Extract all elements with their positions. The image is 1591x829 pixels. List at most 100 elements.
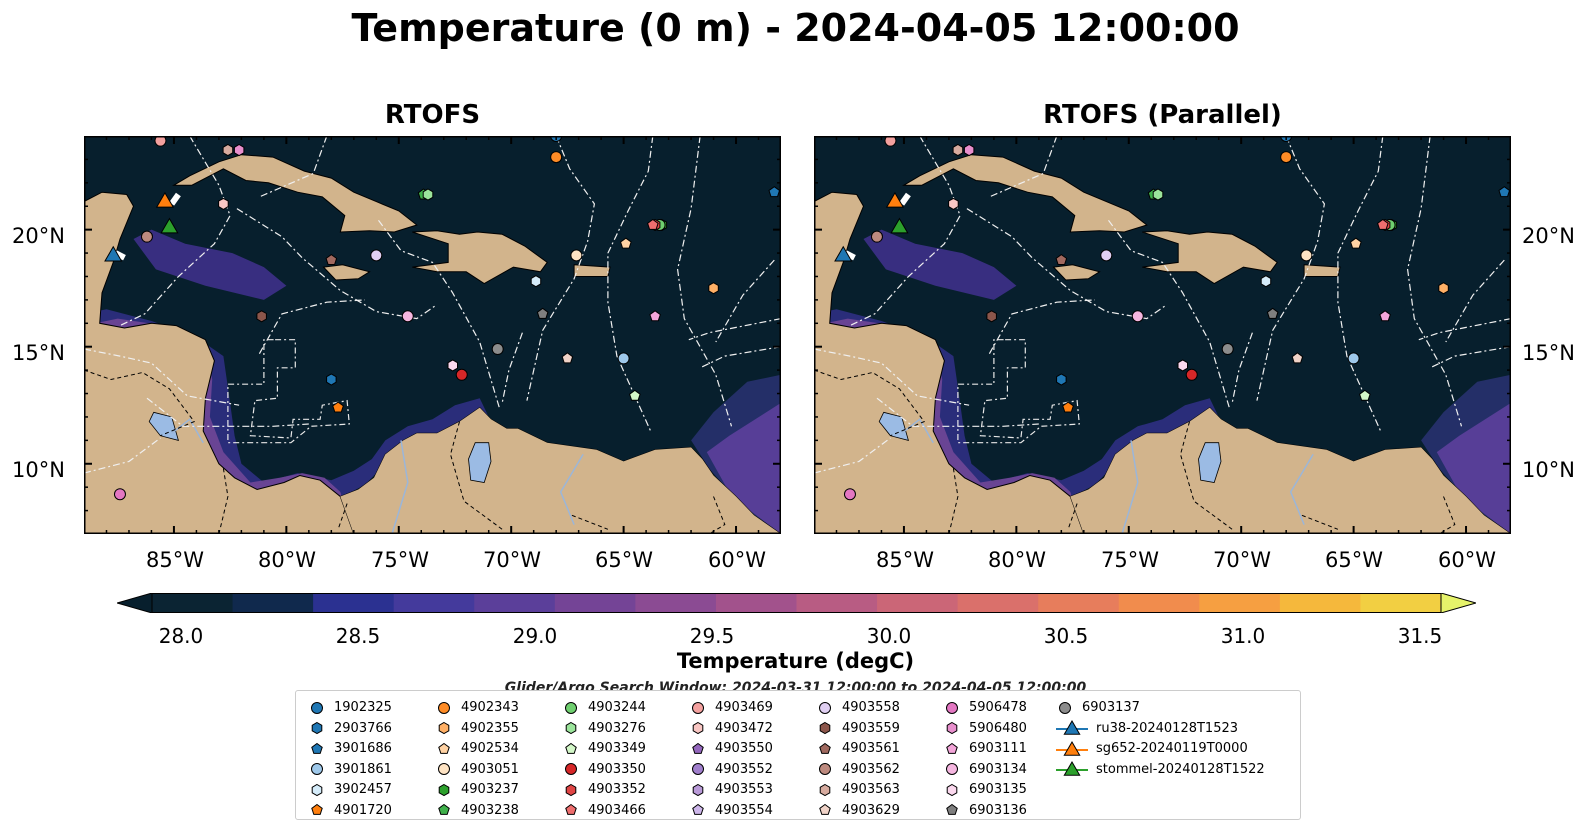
legend-label: 4903349 [588, 741, 646, 756]
legend-entry-4903559: 4903559 [816, 718, 900, 739]
rtofs-parallel-eez-boundary-14 [1231, 332, 1253, 404]
rtofs-river-2 [171, 418, 204, 444]
legend-label: 3901686 [334, 741, 392, 756]
rtofs-parallel-land-interior [1070, 407, 1511, 534]
rtofs-parallel-marker-4903563 [952, 143, 964, 157]
legend-swatch-4902355 [438, 721, 450, 735]
lon-label-65w-right: 65°W [1325, 548, 1383, 572]
rtofs-eez-boundary-9 [146, 397, 309, 427]
rtofs-marker-4903562 [140, 230, 153, 243]
rtofs-glider-track-0 [169, 192, 181, 206]
rtofs-parallel-frame [814, 136, 1511, 534]
figure-title: Temperature (0 m) - 2024-04-05 12:00:00 [351, 6, 1240, 50]
rtofs-eez-boundary-3 [526, 136, 596, 401]
legend-marker-4903051 [438, 763, 450, 775]
rtofs-eez-boundary-4 [607, 136, 654, 432]
legend-entry-4903552: 4903552 [689, 759, 773, 780]
rtofs-parallel-marker-4903276 [1152, 188, 1164, 201]
rtofs-parallel-marker-4903472 [948, 197, 959, 210]
legend-swatch-4903352 [565, 783, 577, 796]
legend-marker-4903276 [565, 721, 577, 735]
legend-swatch-4901720 [311, 803, 323, 815]
rtofs-marker-4902534 [620, 237, 632, 249]
legend-label: 5906480 [969, 720, 1027, 736]
legend-swatch-4903051 [438, 763, 450, 775]
legend-marker-4902343 [438, 701, 450, 714]
legend-swatch-4903563 [819, 783, 831, 796]
legend-swatch-6903134 [946, 763, 958, 775]
legend-entry-ru38-20240128T1523: ru38-20240128T1523 [1056, 718, 1238, 739]
rtofs-parallel-marker-6903111 [1379, 310, 1391, 322]
legend-swatch-4903562 [819, 763, 831, 775]
rtofs-parallel-marker-4902355 [1438, 282, 1449, 295]
legend-label: 4903561 [842, 741, 900, 756]
legend-swatch-3902457 [311, 783, 323, 796]
rtofs-marker-4903349 [629, 389, 641, 401]
rtofs-marker-4903559 [256, 310, 267, 323]
legend-swatch-stommel-20240128T1522 [1056, 760, 1088, 776]
rtofs-parallel-marker-4903558 [1100, 249, 1113, 262]
legend-entry-5906478: 5906478 [943, 697, 1027, 718]
rtofs-parallel-eez-boundary-1 [966, 208, 1168, 320]
rtofs-parallel-eez-boundary-5 [1406, 136, 1463, 427]
legend-entry-6903135: 6903135 [943, 779, 1027, 800]
legend-label: 4901720 [334, 802, 392, 818]
rtofs-parallel-marker-sg652-20240119T0000 [885, 191, 905, 208]
colorbar-bin-6 [635, 593, 717, 613]
legend-entry-4903562: 4903562 [816, 759, 900, 780]
legend-entry-4903558: 4903558 [816, 697, 900, 718]
lat-label-15n-right: 15°N [1522, 341, 1575, 365]
lon-label-60w-left: 60°W [708, 548, 766, 572]
legend-entry-4903472: 4903472 [689, 718, 773, 739]
rtofs-parallel-marker-5906480 [963, 143, 975, 157]
rtofs-marker-4902343 [550, 151, 563, 164]
rtofs-eez-boundary-1 [236, 208, 438, 320]
legend-entry-4903563: 4903563 [816, 779, 900, 800]
legend-marker-3901861 [311, 763, 323, 775]
rtofs-frame [84, 136, 781, 534]
legend-entry-4903553: 4903553 [689, 779, 773, 800]
legend-label: 6903111 [969, 741, 1027, 756]
rtofs-temperature-field-4 [133, 229, 287, 300]
legend-marker-4903352 [565, 783, 577, 796]
legend: 1902325 2903766 3901686 3901861 3902457 49017… [295, 690, 1301, 820]
legend-swatch-4903466 [565, 803, 577, 815]
legend-entry-4903051: 4903051 [435, 759, 519, 780]
legend-marker-4903554 [692, 803, 704, 815]
legend-entry-4903349: 4903349 [562, 738, 646, 759]
rtofs-parallel-marker-6903136 [1266, 307, 1279, 319]
rtofs-parallel-land-puerto-rico [1303, 264, 1341, 277]
rtofs-lake-nicaragua [148, 411, 179, 441]
legend-marker-3901686 [311, 742, 323, 754]
rtofs-lake-maracaibo [468, 442, 492, 483]
legend-marker-4903466 [565, 803, 577, 815]
colorbar-bin-10 [957, 593, 1039, 613]
legend-marker-stommel-20240128T1522 [1063, 760, 1081, 776]
legend-swatch-4903553 [692, 783, 704, 796]
rtofs-eez-boundary-10 [258, 299, 366, 354]
legend-marker-4903563 [819, 783, 831, 796]
rtofs-land-yucatan [84, 191, 355, 534]
colorbar-graphic [115, 592, 1478, 614]
rtofs-marker-5906480 [233, 143, 245, 157]
colorbar-tick-29-5: 29.5 [689, 624, 735, 648]
rtofs-marker-3902457 [530, 275, 542, 288]
rtofs-parallel-eez-boundary-10 [988, 299, 1096, 354]
legend-entry-4903561: 4903561 [816, 738, 900, 759]
panel-title-rtofs-parallel: RTOFS (Parallel) [1043, 100, 1282, 130]
legend-label: 4903472 [715, 720, 773, 736]
legend-marker-4903629 [819, 803, 831, 815]
rtofs-country-border-5 [708, 496, 726, 534]
legend-label: 4903559 [842, 720, 900, 736]
rtofs-eez-boundary-2 [378, 219, 501, 411]
rtofs-marker-4903558 [370, 249, 383, 262]
legend-swatch-4903629 [819, 803, 831, 815]
legend-marker-6903135 [946, 783, 958, 796]
rtofs-marker-6903137 [491, 343, 504, 356]
rtofs-country-border-0 [84, 369, 195, 437]
panel-title-rtofs: RTOFS [384, 100, 481, 130]
colorbar-bin-11 [1038, 593, 1120, 613]
rtofs-parallel-marker-4903349 [1359, 389, 1371, 401]
rtofs-parallel-marker-5906478 [843, 488, 856, 501]
colorbar-bin-15 [1360, 593, 1442, 613]
